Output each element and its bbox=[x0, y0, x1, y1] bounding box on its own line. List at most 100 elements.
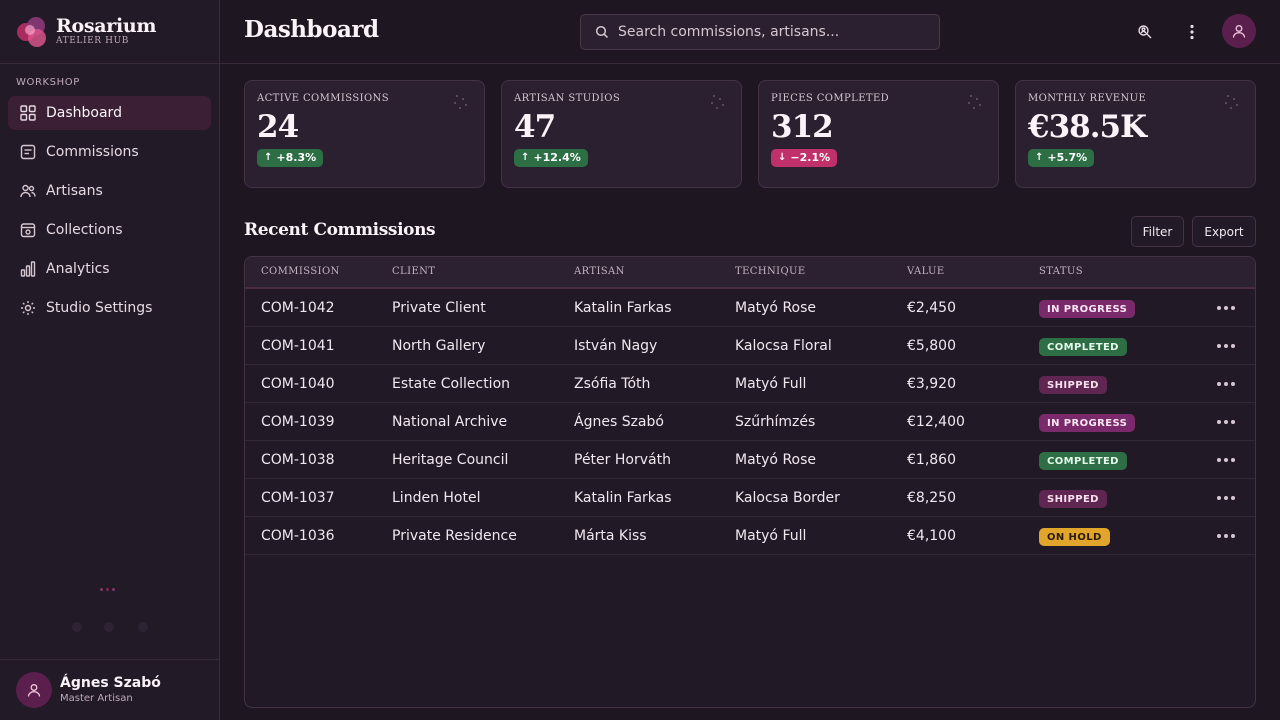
commission-id: COM-1042 bbox=[261, 300, 335, 316]
vertical-dots-icon bbox=[1190, 24, 1194, 40]
row-actions-button[interactable] bbox=[1213, 488, 1239, 508]
client: Private Client bbox=[392, 300, 486, 316]
commission-id: COM-1037 bbox=[261, 490, 335, 506]
artisan: Péter Horváth bbox=[574, 452, 671, 468]
commission-id: COM-1038 bbox=[261, 452, 335, 468]
row-actions-button[interactable] bbox=[1213, 450, 1239, 470]
row-actions-button[interactable] bbox=[1213, 374, 1239, 394]
stat-label: ARTISAN STUDIOS bbox=[514, 93, 621, 104]
client: Estate Collection bbox=[392, 376, 511, 392]
stat-value: 47 bbox=[514, 109, 556, 145]
sidebar-nav: Dashboard Commissions Artisans Collectio… bbox=[0, 96, 219, 325]
sidebar-item-analytics[interactable]: Analytics bbox=[8, 252, 211, 286]
client: Heritage Council bbox=[392, 452, 509, 468]
value: €12,400 bbox=[907, 414, 965, 430]
header-avatar[interactable] bbox=[1222, 14, 1256, 48]
user-role: Master Artisan bbox=[60, 693, 133, 704]
technique: Matyó Full bbox=[735, 376, 807, 392]
status-badge: ON HOLD bbox=[1039, 528, 1110, 546]
user-profile[interactable]: Ágnes Szabó Master Artisan bbox=[0, 659, 219, 720]
avatar bbox=[16, 672, 52, 708]
commission-id: COM-1041 bbox=[261, 338, 335, 354]
stat-card-monthly-revenue[interactable]: MONTHLY REVENUE €38.5K ↑ +5.7% bbox=[1015, 80, 1256, 188]
technique: Matyó Rose bbox=[735, 452, 817, 468]
stat-value: 312 bbox=[771, 109, 834, 145]
filter-button[interactable]: Filter bbox=[1131, 216, 1184, 247]
arrow-down-icon: ↓ bbox=[778, 152, 787, 163]
client: Linden Hotel bbox=[392, 490, 481, 506]
search-box[interactable] bbox=[580, 14, 940, 50]
row-actions-button[interactable] bbox=[1213, 412, 1239, 432]
sidebar-item-commissions[interactable]: Commissions bbox=[8, 135, 211, 169]
status-badge: IN PROGRESS bbox=[1039, 300, 1136, 318]
value: €8,250 bbox=[907, 490, 956, 506]
sidebar-item-artisans[interactable]: Artisans bbox=[8, 174, 211, 208]
stat-label: ACTIVE COMMISSIONS bbox=[257, 93, 389, 104]
stat-value: 24 bbox=[257, 109, 299, 145]
value: €2,450 bbox=[907, 300, 956, 316]
artisan: István Nagy bbox=[574, 338, 658, 354]
table-row[interactable]: COM-1038 Heritage Council Péter Horváth … bbox=[245, 441, 1255, 479]
table-header: COMMISSION CLIENT ARTISAN TECHNIQUE VALU… bbox=[245, 257, 1255, 289]
sparkle-icon bbox=[452, 93, 470, 111]
stat-label: PIECES COMPLETED bbox=[771, 93, 890, 104]
column-header[interactable]: TECHNIQUE bbox=[735, 266, 806, 277]
value: €5,800 bbox=[907, 338, 956, 354]
status-badge: COMPLETED bbox=[1039, 338, 1127, 356]
table-row[interactable]: COM-1042 Private Client Katalin Farkas M… bbox=[245, 289, 1255, 327]
sidebar-item-label: Artisans bbox=[46, 183, 103, 199]
brand[interactable]: Rosarium ATELIER HUB bbox=[0, 0, 219, 64]
row-actions-button[interactable] bbox=[1213, 336, 1239, 356]
technique: Kalocsa Floral bbox=[735, 338, 832, 354]
column-header[interactable]: VALUE bbox=[907, 266, 945, 277]
artisan: Márta Kiss bbox=[574, 528, 647, 544]
gear-icon bbox=[19, 299, 37, 317]
technique: Matyó Rose bbox=[735, 300, 817, 316]
page-title: Dashboard bbox=[244, 16, 379, 43]
table-row[interactable]: COM-1037 Linden Hotel Katalin Farkas Kal… bbox=[245, 479, 1255, 517]
stat-card-active-commissions[interactable]: ACTIVE COMMISSIONS 24 ↑ +8.3% bbox=[244, 80, 485, 188]
arrow-up-icon: ↑ bbox=[264, 152, 273, 163]
table-row[interactable]: COM-1040 Estate Collection Zsófia Tóth M… bbox=[245, 365, 1255, 403]
search-icon bbox=[595, 25, 609, 39]
user-icon bbox=[27, 684, 41, 697]
stat-card-pieces-completed[interactable]: PIECES COMPLETED 312 ↓ −2.1% bbox=[758, 80, 999, 188]
search-input[interactable] bbox=[618, 24, 918, 40]
sidebar-item-label: Collections bbox=[46, 222, 123, 238]
table-row[interactable]: COM-1041 North Gallery István Nagy Kaloc… bbox=[245, 327, 1255, 365]
bar-chart-icon bbox=[19, 260, 37, 278]
document-icon bbox=[19, 143, 37, 161]
artisan: Katalin Farkas bbox=[574, 490, 672, 506]
column-header[interactable]: ARTISAN bbox=[574, 266, 625, 277]
search-people-button[interactable] bbox=[1131, 18, 1159, 46]
sidebar-item-collections[interactable]: Collections bbox=[8, 213, 211, 247]
column-header[interactable]: CLIENT bbox=[392, 266, 436, 277]
client: National Archive bbox=[392, 414, 508, 430]
sidebar-item-studio-settings[interactable]: Studio Settings bbox=[8, 291, 211, 325]
sidebar-item-label: Studio Settings bbox=[46, 300, 153, 316]
column-header[interactable]: STATUS bbox=[1039, 266, 1083, 277]
more-options-button[interactable] bbox=[1178, 18, 1206, 46]
sidebar-item-dashboard[interactable]: Dashboard bbox=[8, 96, 211, 130]
commission-id: COM-1039 bbox=[261, 414, 335, 430]
column-header[interactable]: COMMISSION bbox=[261, 266, 340, 277]
row-actions-button[interactable] bbox=[1213, 526, 1239, 546]
sidebar-item-label: Analytics bbox=[46, 261, 110, 277]
arrow-up-icon: ↑ bbox=[521, 152, 530, 163]
technique: Szűrhímzés bbox=[735, 414, 816, 430]
table-row[interactable]: COM-1036 Private Residence Márta Kiss Ma… bbox=[245, 517, 1255, 555]
row-actions-button[interactable] bbox=[1213, 298, 1239, 318]
artisan: Katalin Farkas bbox=[574, 300, 672, 316]
value: €4,100 bbox=[907, 528, 956, 544]
artisan: Zsófia Tóth bbox=[574, 376, 651, 392]
stat-label: MONTHLY REVENUE bbox=[1028, 93, 1147, 104]
status-badge: IN PROGRESS bbox=[1039, 414, 1136, 432]
users-icon bbox=[19, 182, 37, 200]
stat-value: €38.5K bbox=[1028, 109, 1147, 145]
technique: Kalocsa Border bbox=[735, 490, 840, 506]
stat-card-artisan-studios[interactable]: ARTISAN STUDIOS 47 ↑ +12.4% bbox=[501, 80, 742, 188]
user-name: Ágnes Szabó bbox=[60, 675, 161, 691]
table-row[interactable]: COM-1039 National Archive Ágnes Szabó Sz… bbox=[245, 403, 1255, 441]
sparkle-icon bbox=[1223, 93, 1241, 111]
export-button[interactable]: Export bbox=[1192, 216, 1256, 247]
